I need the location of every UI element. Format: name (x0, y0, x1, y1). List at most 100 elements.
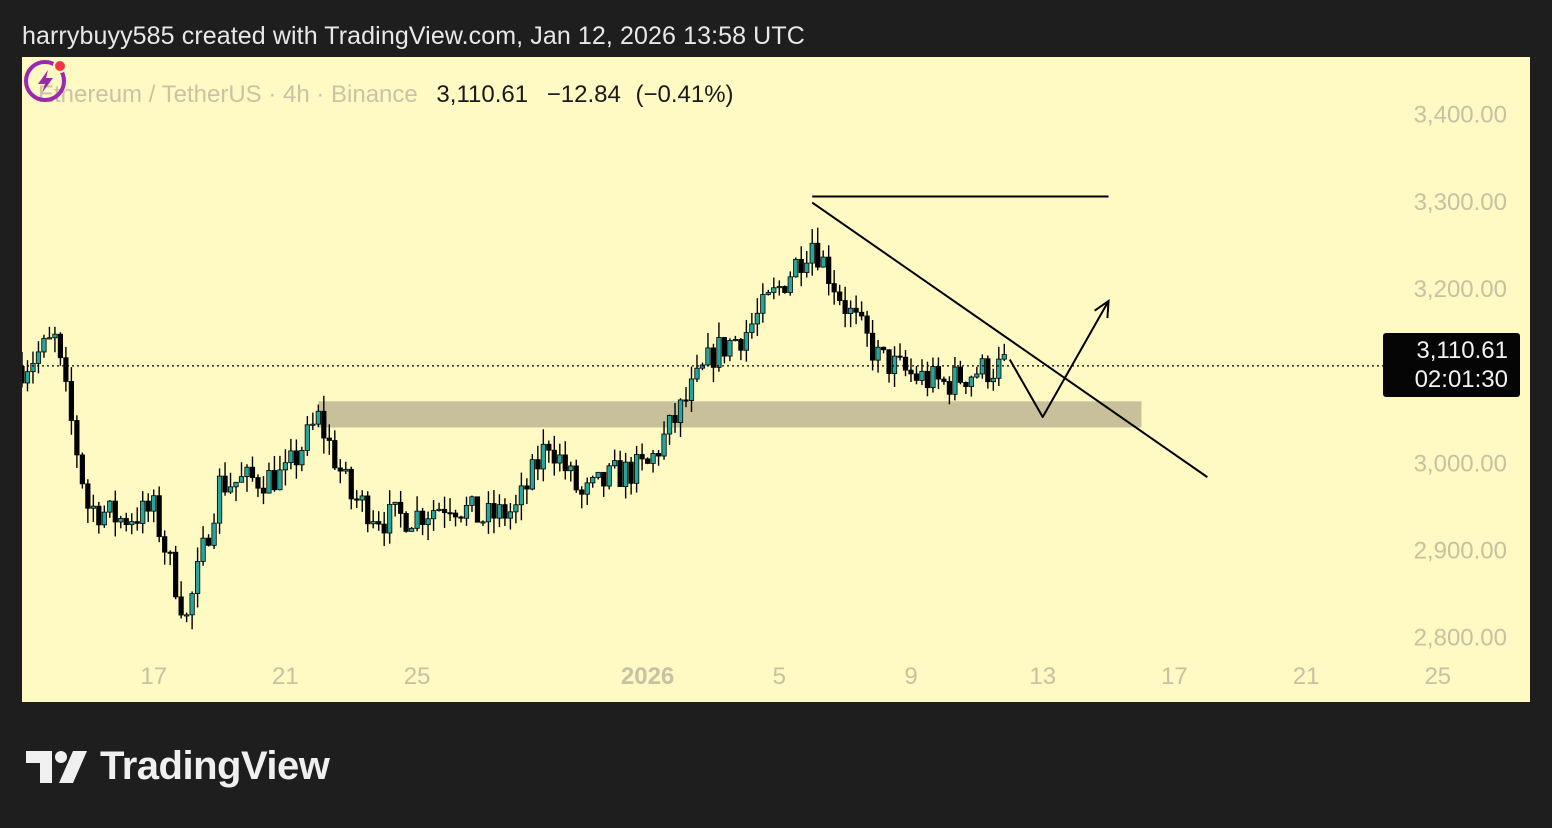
candle-up (46, 337, 53, 340)
candle-down (222, 475, 228, 493)
projection-path (1008, 300, 1110, 418)
candle-up (118, 518, 124, 523)
candle-up (809, 242, 815, 264)
candle-down (815, 242, 821, 268)
candle-up (151, 495, 157, 512)
candle-down (293, 450, 299, 466)
candle-up (282, 462, 289, 471)
bar-countdown: 02:01:30 (1414, 366, 1508, 393)
candle-down (798, 258, 804, 273)
symbol-legend: Ethereum / TetherUS · 4h · Binance 3,110… (38, 81, 734, 109)
x-tick-label: 13 (1029, 663, 1056, 690)
candle-up (299, 450, 305, 466)
y-tick-label: 3,000.00 (1414, 450, 1507, 477)
candle-up (584, 482, 590, 495)
candle-down (963, 381, 969, 387)
x-tick-label: 9 (904, 663, 917, 690)
candle-down (869, 332, 876, 361)
candle-down (617, 460, 623, 488)
candle-up (787, 276, 793, 293)
candle-up (184, 614, 190, 617)
candle-down (935, 366, 942, 380)
candle-up (480, 521, 486, 524)
candle-up (694, 367, 700, 380)
candle-down (419, 510, 426, 525)
candle-up (732, 339, 738, 342)
y-tick-label: 3,200.00 (1414, 276, 1507, 303)
candle-up (140, 500, 146, 524)
candle-up (771, 287, 777, 293)
candle-down (249, 466, 256, 478)
brand-name: TradingView (100, 744, 330, 788)
candle-up (875, 346, 881, 361)
candle-down (628, 461, 634, 484)
lightning-bolt-icon[interactable] (22, 57, 70, 105)
candle-down (271, 470, 278, 491)
candle-down (826, 256, 832, 284)
candle-down (491, 503, 497, 519)
candle-up (227, 486, 234, 493)
candle-up (793, 258, 799, 278)
candle-down (403, 513, 409, 532)
candle-up (315, 410, 321, 425)
candle-up (612, 460, 618, 467)
candle-up (189, 593, 195, 616)
candle-down (167, 551, 173, 554)
candle-down (354, 498, 360, 501)
candle-up (101, 511, 107, 526)
candle-up (716, 337, 722, 368)
tradingview-brand: TradingView (24, 744, 330, 789)
candle-up (414, 510, 420, 529)
candle-down (957, 366, 963, 383)
x-tick-label: 21 (1293, 663, 1320, 690)
candle-up (634, 454, 640, 484)
candle-down (941, 378, 947, 382)
candle-up (952, 366, 958, 395)
legend-change: −12.84 (546, 81, 621, 108)
candle-down (447, 512, 453, 515)
candle-down (535, 459, 541, 470)
candle-up (211, 522, 217, 546)
candle-down (337, 467, 343, 472)
candle-down (398, 501, 404, 514)
x-tick-label: 25 (1424, 663, 1451, 690)
candle-up (765, 292, 771, 295)
candle-down (864, 315, 870, 334)
x-tick-label: 21 (272, 663, 299, 690)
candle-down (683, 399, 689, 402)
candle-down (205, 537, 212, 546)
candle-up (754, 312, 760, 325)
candle-up (661, 433, 667, 457)
candle-down (156, 495, 162, 538)
candle-down (57, 333, 64, 359)
candle-up (244, 466, 250, 478)
candle-up (518, 485, 524, 506)
candle-down (551, 449, 557, 464)
candle-up (359, 495, 365, 501)
candle-up (107, 500, 113, 513)
candle-up (557, 454, 563, 464)
candle-down (880, 346, 887, 351)
candle-up (666, 415, 673, 435)
candle-down (145, 500, 151, 512)
candle-down (68, 381, 74, 421)
candle-up (804, 262, 810, 273)
candle-down (902, 356, 909, 371)
candle-down (913, 373, 920, 381)
candle-down (502, 504, 508, 519)
candlestick-chart[interactable]: 3,400.00 3,300.00 3,200.00 3,000.00 2,900.00… (22, 57, 1530, 702)
candle-down (897, 355, 903, 358)
chart-area[interactable]: 3,400.00 3,300.00 3,200.00 3,000.00 2,900.00… (22, 57, 1530, 702)
candle-down (162, 536, 168, 553)
candle-down (546, 443, 552, 451)
candle-up (776, 286, 782, 289)
candle-up (41, 338, 47, 353)
candle-down (326, 437, 332, 441)
symbol-description[interactable]: Ethereum / TetherUS · 4h · Binance (38, 81, 418, 108)
y-tick-label: 3,400.00 (1414, 102, 1507, 129)
candle-up (35, 351, 42, 364)
candle-up (496, 504, 503, 519)
candle-down (579, 489, 585, 495)
candle-up (650, 453, 656, 464)
candle-up (529, 459, 535, 490)
